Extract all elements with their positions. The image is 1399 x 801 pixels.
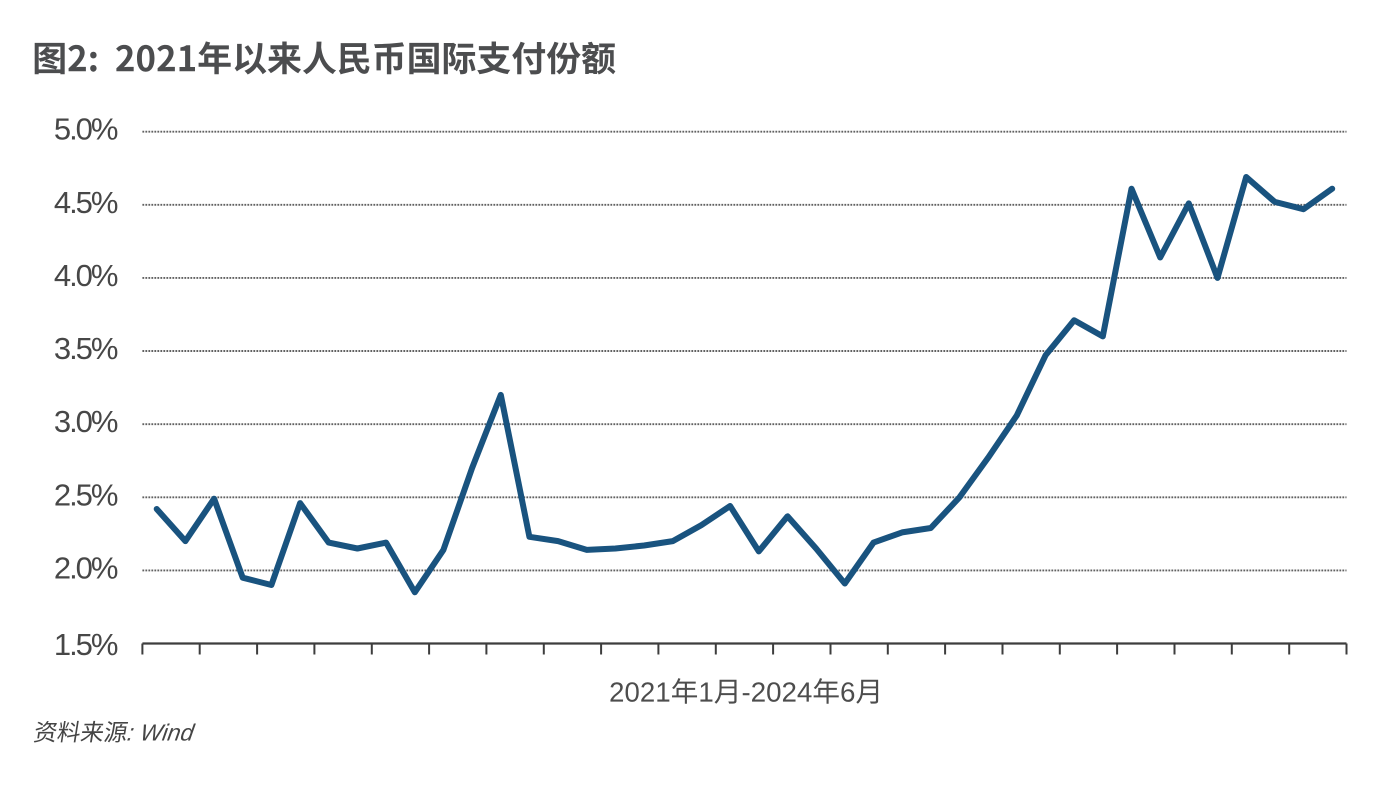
svg-text:3.0%: 3.0% <box>54 404 118 439</box>
svg-text:2.0%: 2.0% <box>54 550 118 585</box>
svg-text:4.0%: 4.0% <box>54 258 118 293</box>
svg-text:5.0%: 5.0% <box>54 112 118 147</box>
svg-text:1.5%: 1.5% <box>54 627 118 662</box>
svg-text:4.5%: 4.5% <box>54 185 118 220</box>
svg-text:2.5%: 2.5% <box>54 477 118 512</box>
svg-text:3.5%: 3.5% <box>54 331 118 366</box>
